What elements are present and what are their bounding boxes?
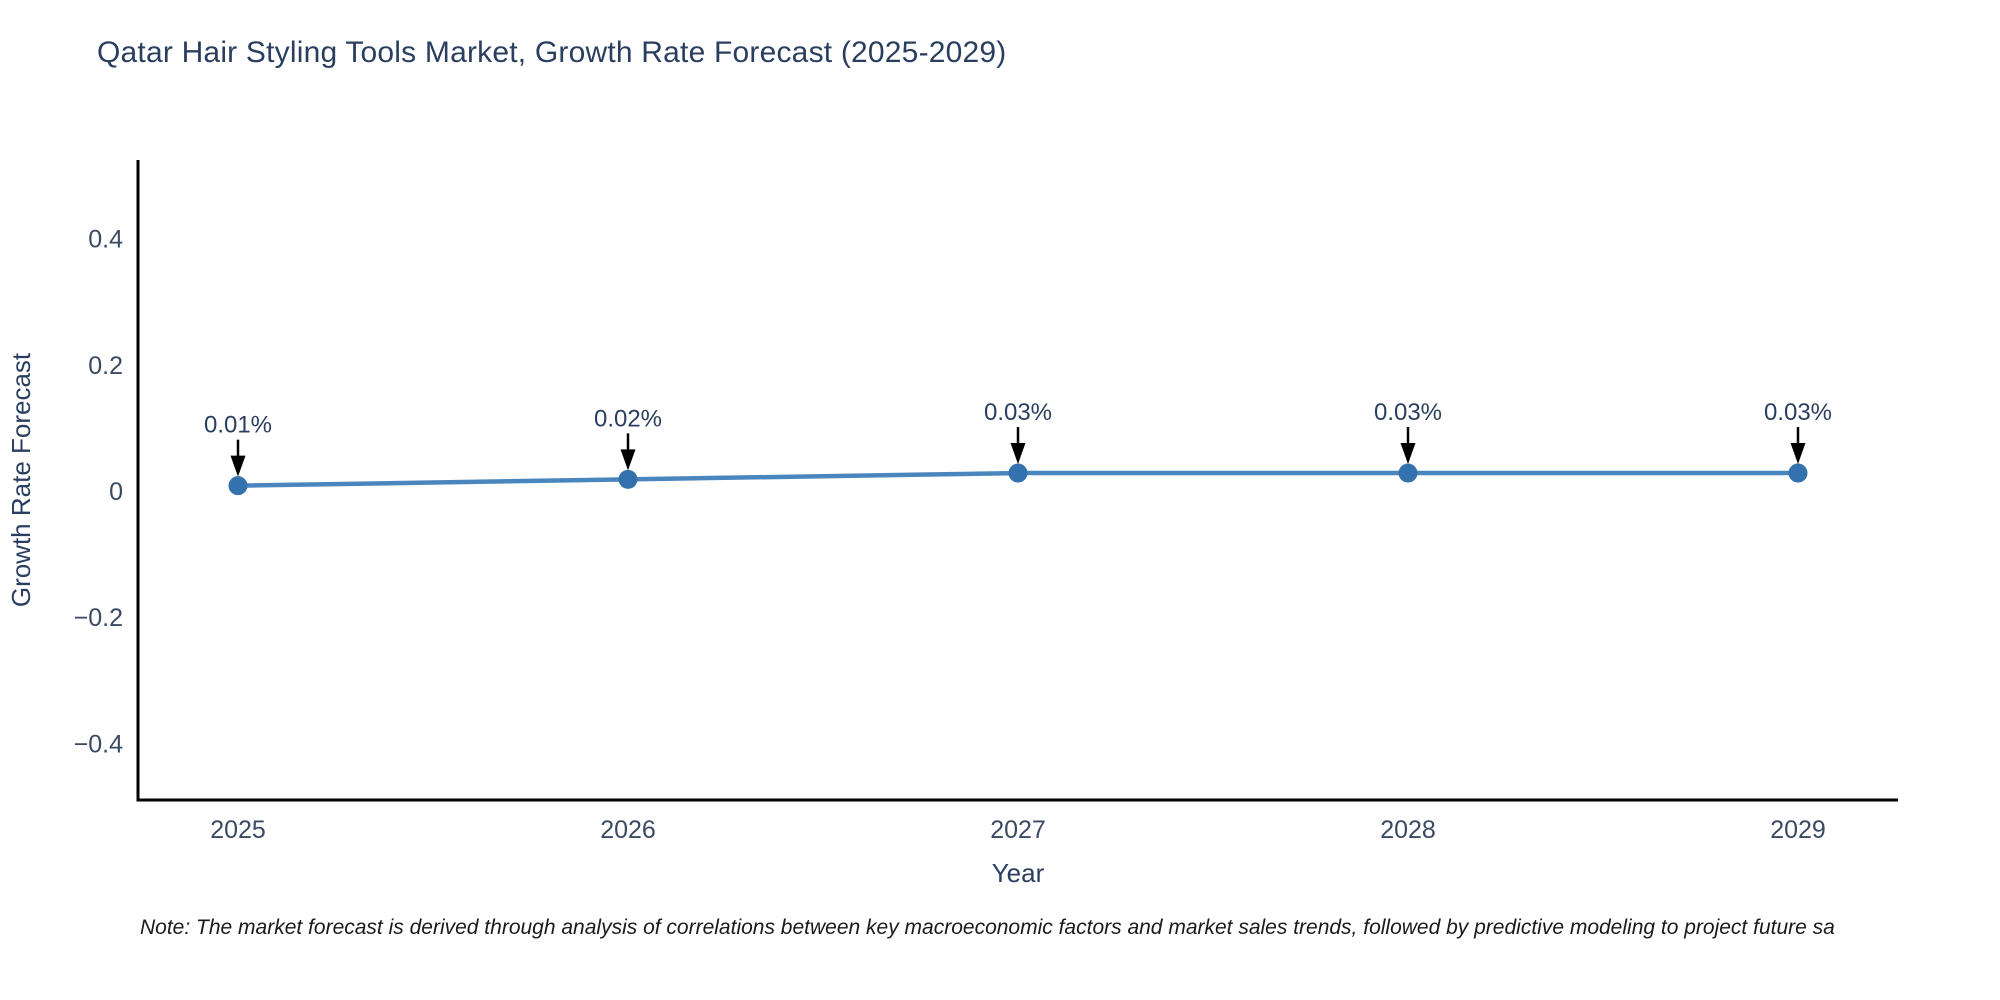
y-tick-label: 0 (109, 478, 123, 506)
annotation-label: 0.01% (204, 412, 272, 439)
annotation-label: 0.03% (1374, 399, 1442, 426)
data-point-marker (228, 476, 248, 496)
x-tick-label: 2027 (990, 816, 1046, 844)
annotation-arrow-head (1790, 443, 1806, 465)
y-axis-title: Growth Rate Forecast (6, 352, 36, 607)
annotation-label: 0.03% (1764, 399, 1832, 426)
x-tick-label: 2025 (210, 816, 266, 844)
y-tick-label: 0.4 (88, 226, 123, 254)
annotation-arrow-head (1400, 443, 1416, 465)
x-tick-label: 2028 (1380, 816, 1436, 844)
annotation-arrow-head (230, 455, 246, 477)
y-tick-label: −0.2 (74, 604, 123, 632)
x-tick-label: 2029 (1770, 816, 1826, 844)
y-tick-label: −0.4 (74, 730, 123, 758)
x-axis-title: Year (992, 858, 1045, 888)
chart-title: Qatar Hair Styling Tools Market, Growth … (97, 36, 1007, 69)
data-point-marker (1008, 463, 1028, 483)
annotation-arrow-head (620, 449, 636, 471)
annotation-arrow-head (1010, 443, 1026, 465)
footnote: Note: The market forecast is derived thr… (140, 916, 1835, 939)
x-tick-label: 2026 (600, 816, 656, 844)
annotation-label: 0.02% (594, 405, 662, 432)
data-point-marker (1788, 463, 1808, 483)
y-tick-label: 0.2 (88, 352, 123, 380)
data-point-marker (618, 469, 638, 489)
data-point-marker (1398, 463, 1418, 483)
annotation-label: 0.03% (984, 399, 1052, 426)
